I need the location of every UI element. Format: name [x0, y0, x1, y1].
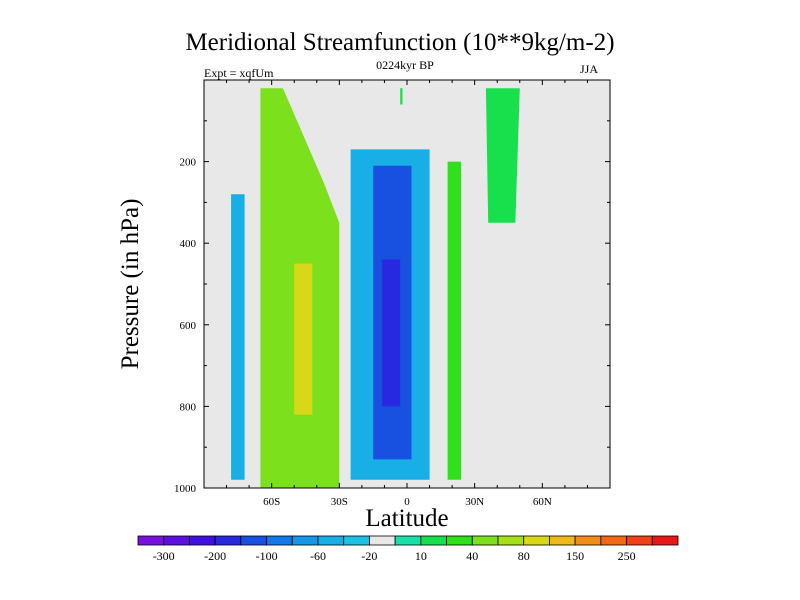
- experiment-label: Expt = xqfUm: [204, 66, 274, 80]
- x-tick-label: 60S: [263, 496, 280, 508]
- chart-title: Meridional Streamfunction (10**9kg/m-2): [185, 29, 615, 56]
- colorbar-tick-label: 40: [466, 549, 478, 563]
- cell-nh-green: [447, 161, 462, 480]
- cell-sh-blue: [231, 194, 245, 480]
- y-tick-label: 800: [180, 401, 197, 413]
- colorbar-swatch: [497, 535, 525, 546]
- x-tick-label: 0: [404, 496, 410, 508]
- colorbar-tick-label: -200: [204, 549, 226, 563]
- cell-ferrel-lime: [294, 263, 313, 415]
- colorbar-swatch: [240, 535, 267, 546]
- colorbar-swatch: [471, 535, 499, 546]
- x-tick-label: 60N: [533, 496, 552, 508]
- time-label: 0224kyr BP: [376, 58, 434, 72]
- colorbar-swatch: [394, 535, 422, 546]
- colorbar-swatch: [214, 535, 242, 546]
- x-tick-label: 30S: [331, 496, 348, 508]
- colorbar-swatch: [651, 535, 679, 546]
- colorbar-tick-label: 150: [566, 549, 584, 563]
- y-tick-label: 400: [180, 238, 197, 250]
- cell-eq-strat: [400, 88, 403, 105]
- colorbar-swatch: [626, 535, 653, 546]
- colorbar-swatch: [523, 535, 550, 546]
- y-axis-title: Pressure (in hPa): [117, 199, 144, 370]
- x-axis-title: Latitude: [365, 505, 448, 532]
- contour-cells: [226, 88, 520, 488]
- x-axis: 60S 30S 0 30N 60N: [226, 80, 588, 508]
- colorbar-swatch: [291, 535, 319, 546]
- colorbar-tick-label: -60: [310, 549, 326, 563]
- colorbar-swatch: [163, 535, 190, 546]
- y-tick-label: 200: [180, 157, 197, 169]
- colorbar-tick-label: -20: [361, 549, 377, 563]
- season-label: JJA: [580, 62, 599, 76]
- colorbar-swatch: [369, 535, 396, 546]
- cell-hadley-max: [382, 259, 401, 407]
- colorbar-swatch: [549, 535, 576, 546]
- colorbar-swatch: [317, 535, 345, 546]
- colorbar-tick-label: 80: [518, 549, 530, 563]
- colorbar-tick-label: -300: [153, 549, 175, 563]
- colorbar-swatch: [574, 535, 602, 546]
- colorbar-tick-label: -100: [256, 549, 278, 563]
- cell-nh-strat: [485, 88, 520, 223]
- y-tick-label: 600: [180, 320, 197, 332]
- x-tick-label: 30N: [465, 496, 484, 508]
- colorbar-tick-label: 10: [415, 549, 427, 563]
- colorbar-tick-label: 250: [618, 549, 636, 563]
- colorbar-swatch: [266, 535, 293, 546]
- colorbar-swatch: [600, 535, 627, 546]
- colorbar: -300 -200 -100 -60 -20 10 40 80 150 250: [137, 535, 679, 563]
- colorbar-swatch: [446, 535, 473, 546]
- colorbar-swatch: [343, 535, 370, 546]
- colorbar-swatch: [420, 535, 447, 546]
- y-axis: 200 400 600 800 1000: [174, 120, 610, 495]
- colorbar-swatch: [189, 535, 216, 546]
- colorbar-swatch: [137, 535, 165, 546]
- y-tick-label: 1000: [174, 483, 197, 495]
